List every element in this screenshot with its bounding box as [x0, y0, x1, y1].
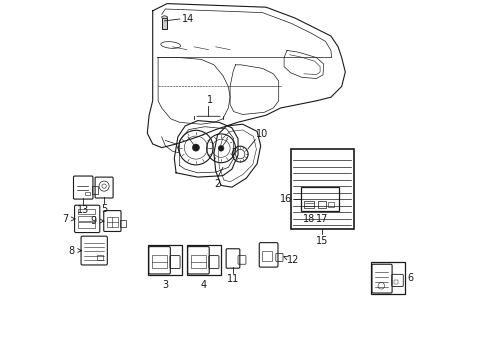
Circle shape — [218, 145, 224, 151]
Bar — [78, 209, 95, 214]
Bar — [85, 192, 89, 195]
Text: 6: 6 — [407, 273, 412, 283]
Circle shape — [192, 144, 199, 151]
Text: 1: 1 — [207, 95, 213, 105]
Text: 16: 16 — [279, 194, 291, 204]
Text: 18: 18 — [303, 214, 315, 224]
Bar — [301, 187, 339, 211]
Bar — [304, 201, 314, 208]
Bar — [162, 18, 167, 29]
Bar — [290, 149, 353, 229]
Text: 10: 10 — [256, 129, 268, 139]
Text: 11: 11 — [226, 274, 239, 284]
Bar — [120, 220, 125, 227]
Bar — [317, 201, 325, 208]
Bar — [186, 245, 221, 275]
Bar — [107, 217, 118, 227]
Bar — [262, 251, 272, 261]
Text: 5: 5 — [101, 204, 107, 214]
Text: 8: 8 — [68, 246, 81, 256]
Bar — [327, 202, 334, 207]
Bar — [92, 186, 98, 194]
Text: 9: 9 — [91, 216, 103, 226]
Bar — [78, 222, 95, 228]
Text: 13: 13 — [77, 205, 89, 215]
Ellipse shape — [162, 16, 167, 19]
Text: 7: 7 — [61, 214, 75, 224]
Bar — [78, 216, 95, 221]
Text: 3: 3 — [162, 280, 168, 290]
Text: 14: 14 — [182, 14, 194, 24]
Text: 4: 4 — [201, 280, 206, 290]
Bar — [191, 255, 205, 268]
Text: 17: 17 — [315, 214, 327, 224]
Bar — [370, 262, 405, 294]
Bar — [393, 280, 397, 284]
Bar — [97, 255, 103, 260]
Bar — [148, 245, 182, 275]
Bar — [152, 255, 166, 268]
Text: 15: 15 — [315, 236, 327, 246]
Text: 12: 12 — [284, 255, 299, 265]
Text: 2: 2 — [214, 179, 220, 189]
